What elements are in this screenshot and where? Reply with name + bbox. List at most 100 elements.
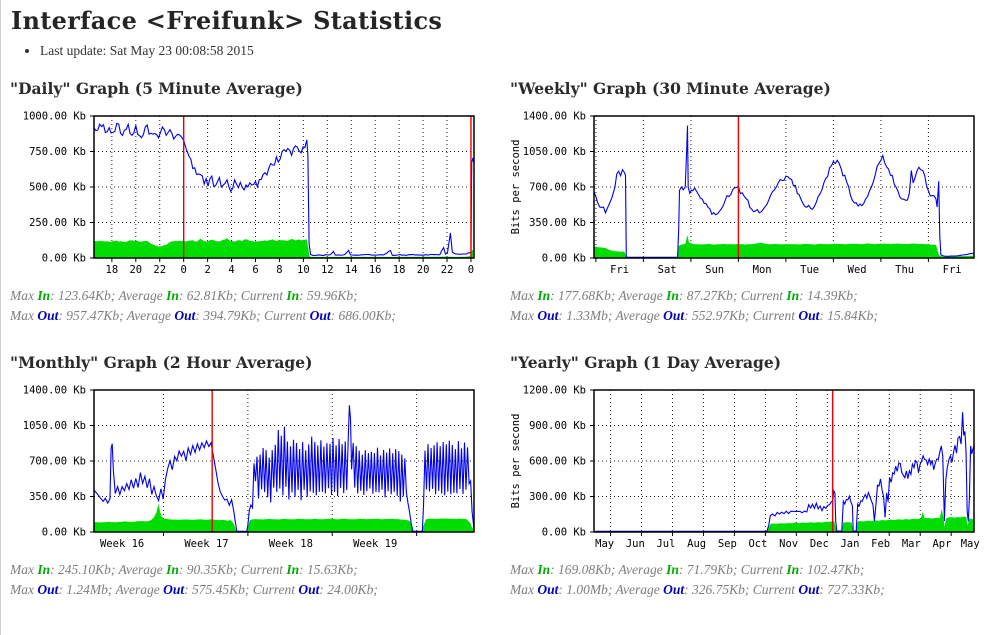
graph-title-yearly: "Yearly" Graph (1 Day Average) bbox=[510, 352, 782, 372]
y-tick-label: 0.00 Kb bbox=[42, 526, 86, 538]
stats-out-word: Out bbox=[537, 581, 559, 597]
y-tick-label: 250.00 Kb bbox=[29, 217, 86, 229]
x-tick-label: Mar bbox=[902, 538, 921, 550]
x-tick-label: 6 bbox=[252, 264, 258, 276]
x-tick-label: 16 bbox=[369, 264, 382, 276]
x-tick-label: Jul bbox=[656, 538, 675, 550]
x-tick-label: 18 bbox=[106, 264, 119, 276]
x-tick-label: Tue bbox=[800, 264, 819, 276]
stats-text: : 326.75Kb; Current bbox=[684, 581, 799, 597]
stats-line-out: Max Out: 957.47Kb; Average Out: 394.79Kb… bbox=[10, 306, 510, 326]
stats-out-word: Out bbox=[663, 308, 685, 324]
stats-text: : 394.79Kb; Current bbox=[195, 308, 310, 324]
x-tick-label: Nov bbox=[779, 538, 798, 550]
stats-text: Max bbox=[510, 288, 538, 303]
x-tick-label: 12 bbox=[321, 264, 334, 276]
series-in-area bbox=[594, 508, 974, 532]
stats-text: Max bbox=[510, 581, 538, 597]
x-tick-label: Wed bbox=[848, 264, 867, 276]
stats-text: Max bbox=[10, 581, 38, 597]
x-tick-label: Mon bbox=[753, 264, 772, 276]
x-tick-label: May bbox=[961, 538, 980, 550]
axis-ticks bbox=[590, 389, 952, 536]
stats-text: : 1.33Mb; Average bbox=[558, 308, 664, 324]
stats-text: : 14.39Kb; bbox=[799, 288, 858, 303]
weekly-chart: 1400.00 Kb 1050.00 Kb 700.00 Kb 350.00 Kb 0.… bbox=[510, 108, 982, 278]
x-tick-label: Apr bbox=[932, 538, 951, 550]
stats-text: : 245.10Kb; Average bbox=[50, 561, 167, 577]
update-list: Last update: Sat May 23 00:08:58 2015 bbox=[40, 43, 990, 59]
grid-lines bbox=[94, 389, 474, 532]
axis-labels: 1200.00 Kb 900.00 Kb 600.00 Kb 300.00 Kb 0.0… bbox=[510, 384, 980, 550]
stats-text: : 552.97Kb; Current bbox=[684, 308, 799, 324]
x-tick-label: Oct bbox=[748, 538, 767, 550]
x-tick-label: Jan bbox=[840, 538, 859, 550]
y-tick-label: 0.00 Kb bbox=[542, 526, 586, 538]
grid-lines bbox=[594, 116, 974, 258]
stats-in-word: In bbox=[37, 561, 51, 577]
stats-text: : 169.08Kb; Average bbox=[550, 561, 667, 577]
stats-out-word: Out bbox=[798, 308, 820, 324]
stats-in-word: In bbox=[786, 561, 800, 577]
stats-line-in: Max In: 169.08Kb; Average In: 71.79Kb; C… bbox=[510, 560, 983, 580]
y-tick-label: 350.00 Kb bbox=[529, 217, 586, 229]
x-tick-label: 8 bbox=[276, 264, 282, 276]
x-tick-label: Fri bbox=[943, 264, 962, 276]
graph-section-yearly: "Yearly" Graph (1 Day Average) 1200.00 K… bbox=[510, 339, 983, 603]
stats-text: Max bbox=[10, 308, 38, 324]
stats-text: : 177.68Kb; Average bbox=[550, 288, 667, 303]
x-tick-label: Week 16 bbox=[100, 538, 144, 550]
x-tick-label: Week 19 bbox=[353, 538, 397, 550]
graphs-grid: "Daily" Graph (5 Minute Average) 1000.00… bbox=[10, 65, 990, 602]
axis-labels: 1400.00 Kb 1050.00 Kb 700.00 Kb 350.00 Kb 0.… bbox=[23, 384, 398, 550]
stats-line-out: Max Out: 1.33Mb; Average Out: 552.97Kb; … bbox=[510, 306, 983, 326]
stats-out-word: Out bbox=[37, 581, 59, 597]
y-tick-label: 1000.00 Kb bbox=[23, 111, 86, 123]
stats-in-word: In bbox=[286, 561, 300, 577]
stats-text: : 123.64Kb; Average bbox=[50, 288, 167, 303]
x-tick-label: May bbox=[595, 538, 614, 550]
stats-text: : 59.96Kb; bbox=[299, 288, 358, 303]
axis-ticks bbox=[90, 115, 472, 262]
daily-chart: 1000.00 Kb 750.00 Kb 500.00 Kb 250.00 Kb 0.0… bbox=[10, 108, 482, 278]
stats-out-word: Out bbox=[309, 308, 331, 324]
stats-text: Max bbox=[510, 308, 538, 324]
daily-graph-image: 1000.00 Kb 750.00 Kb 500.00 Kb 250.00 Kb 0.0… bbox=[10, 108, 510, 278]
x-tick-label: 4 bbox=[228, 264, 234, 276]
x-tick-label: Fri bbox=[610, 264, 629, 276]
graph-section-daily: "Daily" Graph (5 Minute Average) 1000.00… bbox=[10, 65, 510, 329]
stats-line-in: Max In: 245.10Kb; Average In: 90.35Kb; C… bbox=[10, 560, 510, 580]
monthly-stats: Max In: 245.10Kb; Average In: 90.35Kb; C… bbox=[10, 560, 510, 601]
series-in-area bbox=[94, 503, 474, 532]
y-tick-label: 350.00 Kb bbox=[29, 491, 86, 503]
y-tick-label: 900.00 Kb bbox=[529, 420, 586, 432]
stats-in-word: In bbox=[537, 288, 551, 303]
stats-text: : 686.00Kb; bbox=[330, 308, 396, 324]
graph-title-monthly: "Monthly" Graph (2 Hour Average) bbox=[10, 352, 313, 372]
stats-text: Max bbox=[10, 561, 38, 577]
x-tick-label: 2 bbox=[204, 264, 210, 276]
x-tick-label: 0 bbox=[468, 264, 474, 276]
stats-out-word: Out bbox=[663, 581, 685, 597]
y-tick-label: 300.00 Kb bbox=[529, 491, 586, 503]
stats-out-word: Out bbox=[298, 581, 320, 597]
stats-line-in: Max In: 177.68Kb; Average In: 87.27Kb; C… bbox=[510, 286, 983, 306]
axis-labels: 1400.00 Kb 1050.00 Kb 700.00 Kb 350.00 Kb 0.… bbox=[510, 111, 962, 277]
stats-text: : 90.35Kb; Current bbox=[178, 561, 287, 577]
x-tick-label: Week 17 bbox=[184, 538, 228, 550]
stats-text: : 575.45Kb; Current bbox=[184, 581, 299, 597]
stats-text: : 71.79Kb; Current bbox=[678, 561, 787, 577]
stats-in-word: In bbox=[286, 288, 300, 303]
stats-in-word: In bbox=[37, 288, 51, 303]
y-tick-label: 750.00 Kb bbox=[29, 146, 86, 158]
monthly-chart: 1400.00 Kb 1050.00 Kb 700.00 Kb 350.00 Kb 0.… bbox=[10, 381, 482, 552]
weekly-stats: Max In: 177.68Kb; Average In: 87.27Kb; C… bbox=[510, 286, 983, 327]
stats-line-in: Max In: 123.64Kb; Average In: 62.81Kb; C… bbox=[10, 286, 510, 306]
stats-out-word: Out bbox=[163, 581, 185, 597]
y-tick-label: 700.00 Kb bbox=[29, 455, 86, 467]
y-tick-label: 1050.00 Kb bbox=[523, 146, 586, 158]
stats-text: Max bbox=[510, 561, 538, 577]
y-tick-label: 1400.00 Kb bbox=[523, 111, 586, 123]
x-tick-label: 22 bbox=[153, 264, 166, 276]
x-tick-label: Sat bbox=[658, 264, 677, 276]
